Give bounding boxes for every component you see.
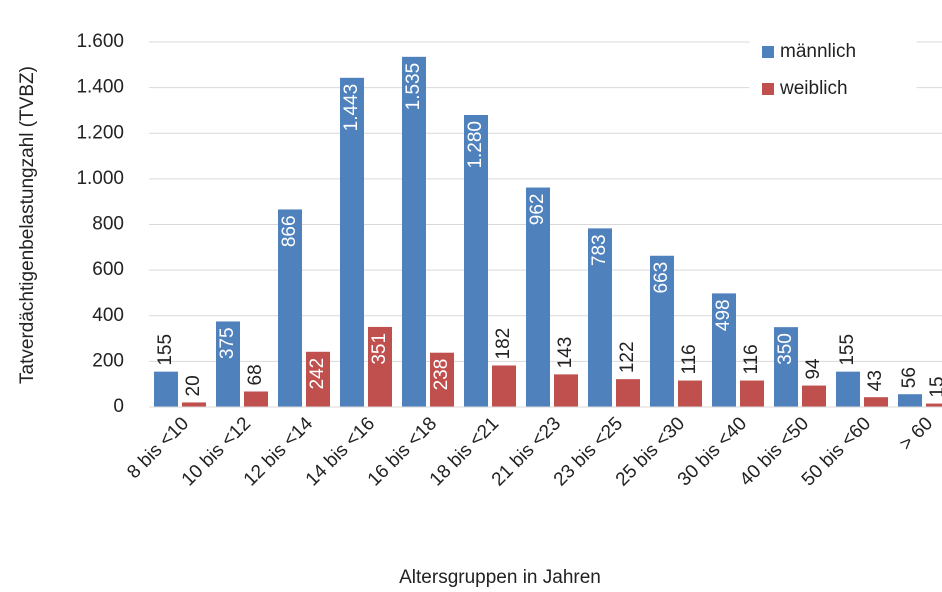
y-tick-label: 1.200 xyxy=(76,122,124,143)
bar xyxy=(926,403,942,407)
data-label: 242 xyxy=(307,358,328,390)
bar xyxy=(430,352,454,407)
bar xyxy=(526,187,550,407)
data-label: 15 xyxy=(927,376,942,397)
data-label: 143 xyxy=(555,337,576,369)
y-axis-title: Tatverdächtigenbelastungzahl (TVBZ) xyxy=(17,66,38,384)
y-tick-label: 800 xyxy=(92,214,124,235)
bar xyxy=(278,209,302,407)
data-label: 238 xyxy=(431,359,452,391)
data-label: 122 xyxy=(617,341,638,373)
y-tick-label: 1.000 xyxy=(76,168,124,189)
data-label: 43 xyxy=(865,370,886,391)
bar xyxy=(836,371,860,407)
y-tick-label: 0 xyxy=(113,396,124,417)
data-label: 116 xyxy=(741,344,762,374)
data-label: 783 xyxy=(589,234,610,266)
bar xyxy=(306,351,330,407)
y-tick-label: 1.600 xyxy=(76,31,124,52)
data-label: 866 xyxy=(279,215,300,247)
bar xyxy=(464,115,488,407)
data-label: 962 xyxy=(527,194,548,226)
bar xyxy=(864,397,888,407)
legend-label: männlich xyxy=(780,41,856,62)
data-label: 155 xyxy=(155,334,176,366)
x-axis-title: Altersgruppen in Jahren xyxy=(399,567,601,588)
bar xyxy=(182,402,206,407)
data-label: 56 xyxy=(899,367,920,388)
bar xyxy=(774,327,798,407)
y-tick-label: 200 xyxy=(92,350,124,371)
data-label: 155 xyxy=(837,334,858,366)
bar xyxy=(402,56,426,407)
bar xyxy=(340,77,364,408)
data-label: 663 xyxy=(651,262,672,294)
data-label: 1.535 xyxy=(403,63,424,111)
data-label: 116 xyxy=(679,344,700,374)
bar xyxy=(616,379,640,407)
y-tick-label: 400 xyxy=(92,305,124,326)
y-tick-label: 600 xyxy=(92,259,124,280)
data-label: 20 xyxy=(183,375,204,396)
data-label: 351 xyxy=(369,333,390,365)
y-tick-label: 1.400 xyxy=(76,77,124,98)
data-label: 375 xyxy=(217,327,238,359)
bar xyxy=(740,380,764,407)
x-tick-label: > 60 xyxy=(896,413,937,454)
bar xyxy=(898,394,922,407)
data-label: 498 xyxy=(713,299,734,331)
bar xyxy=(154,371,178,407)
legend-swatch xyxy=(762,83,774,95)
legend-box xyxy=(749,29,917,107)
data-label: 1.443 xyxy=(341,84,362,132)
data-label: 1.280 xyxy=(465,121,486,169)
bar xyxy=(368,326,392,407)
bar xyxy=(678,380,702,407)
bar xyxy=(216,321,240,407)
data-label: 94 xyxy=(803,358,824,380)
data-label: 350 xyxy=(775,333,796,365)
bar xyxy=(588,228,612,407)
data-label: 182 xyxy=(493,328,514,360)
data-label: 68 xyxy=(245,364,266,385)
bar xyxy=(554,374,578,407)
bar xyxy=(712,293,736,407)
bar xyxy=(244,391,268,407)
bar xyxy=(650,255,674,407)
legend-label: weiblich xyxy=(779,78,848,99)
bar xyxy=(492,365,516,407)
bar xyxy=(802,385,826,407)
legend-swatch xyxy=(762,46,774,58)
